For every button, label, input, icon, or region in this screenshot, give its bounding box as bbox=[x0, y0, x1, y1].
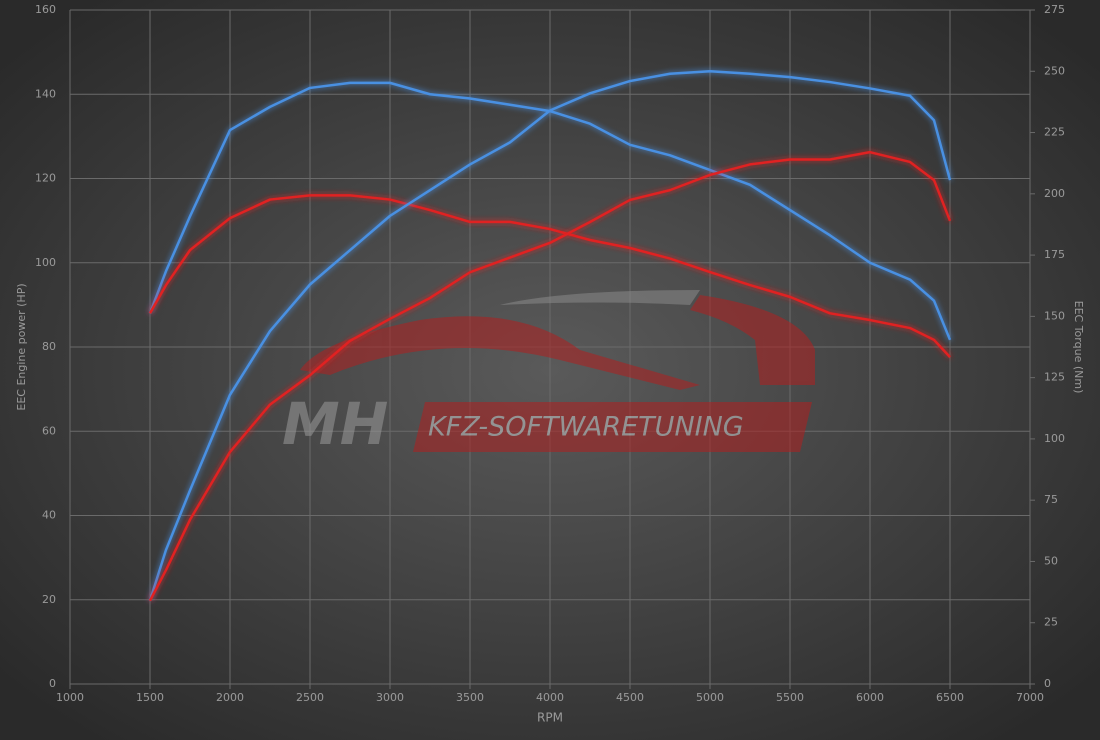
watermark: MH KFZ-SOFTWARETUNING bbox=[282, 290, 815, 458]
x-tick-label: 2000 bbox=[216, 691, 244, 704]
y-tick-label: 100 bbox=[35, 256, 56, 269]
y-tick-label: 60 bbox=[42, 424, 56, 437]
x-tick-label: 7000 bbox=[1016, 691, 1044, 704]
y2-tick-label: 75 bbox=[1044, 493, 1058, 506]
line bbox=[148, 70, 952, 602]
x-tick-label: 1000 bbox=[56, 691, 84, 704]
logo-shape bbox=[300, 316, 700, 390]
y2-tick-label: 100 bbox=[1044, 432, 1065, 445]
watermark-text: KFZ-SOFTWARETUNING bbox=[428, 412, 744, 443]
y-axis-title: EEC Engine power (HP) bbox=[15, 283, 28, 410]
x-tick-label: 6500 bbox=[936, 691, 964, 704]
y-tick-label: 40 bbox=[42, 509, 56, 522]
logo-banner bbox=[413, 402, 812, 452]
y2-tick-label: 150 bbox=[1044, 309, 1065, 322]
y-tick-label: 140 bbox=[35, 87, 56, 100]
y2-tick-label: 175 bbox=[1044, 248, 1065, 261]
y-tick-label: 120 bbox=[35, 172, 56, 185]
x-tick-label: 3000 bbox=[376, 691, 404, 704]
x-tick-label: 2500 bbox=[296, 691, 324, 704]
y2-tick-label: 0 bbox=[1044, 677, 1051, 690]
logo-shape bbox=[500, 290, 700, 305]
logo-shape bbox=[690, 295, 815, 385]
x-tick-label: 5000 bbox=[696, 691, 724, 704]
x-tick-label: 4000 bbox=[536, 691, 564, 704]
x-tick-label: 4500 bbox=[616, 691, 644, 704]
y2-axis-title: EEC Torque (Nm) bbox=[1072, 301, 1085, 394]
x-tick-label: 3500 bbox=[456, 691, 484, 704]
x-tick-label: 6000 bbox=[856, 691, 884, 704]
y2-tick-label: 250 bbox=[1044, 64, 1065, 77]
y2-tick-label: 275 bbox=[1044, 3, 1065, 16]
y2-tick-label: 50 bbox=[1044, 554, 1058, 567]
y2-tick-label: 200 bbox=[1044, 187, 1065, 200]
y-tick-label: 20 bbox=[42, 593, 56, 606]
y-tick-label: 160 bbox=[35, 3, 56, 16]
x-tick-label: 5500 bbox=[776, 691, 804, 704]
y2-tick-label: 125 bbox=[1044, 371, 1065, 384]
y-tick-label: 0 bbox=[49, 677, 56, 690]
y2-tick-label: 225 bbox=[1044, 126, 1065, 139]
y-tick-label: 80 bbox=[42, 340, 56, 353]
x-tick-label: 1500 bbox=[136, 691, 164, 704]
line bbox=[148, 194, 951, 358]
watermark-logo: MH bbox=[282, 390, 388, 458]
x-axis-title: RPM bbox=[537, 711, 563, 725]
line bbox=[148, 150, 952, 602]
y2-tick-label: 25 bbox=[1044, 616, 1058, 629]
